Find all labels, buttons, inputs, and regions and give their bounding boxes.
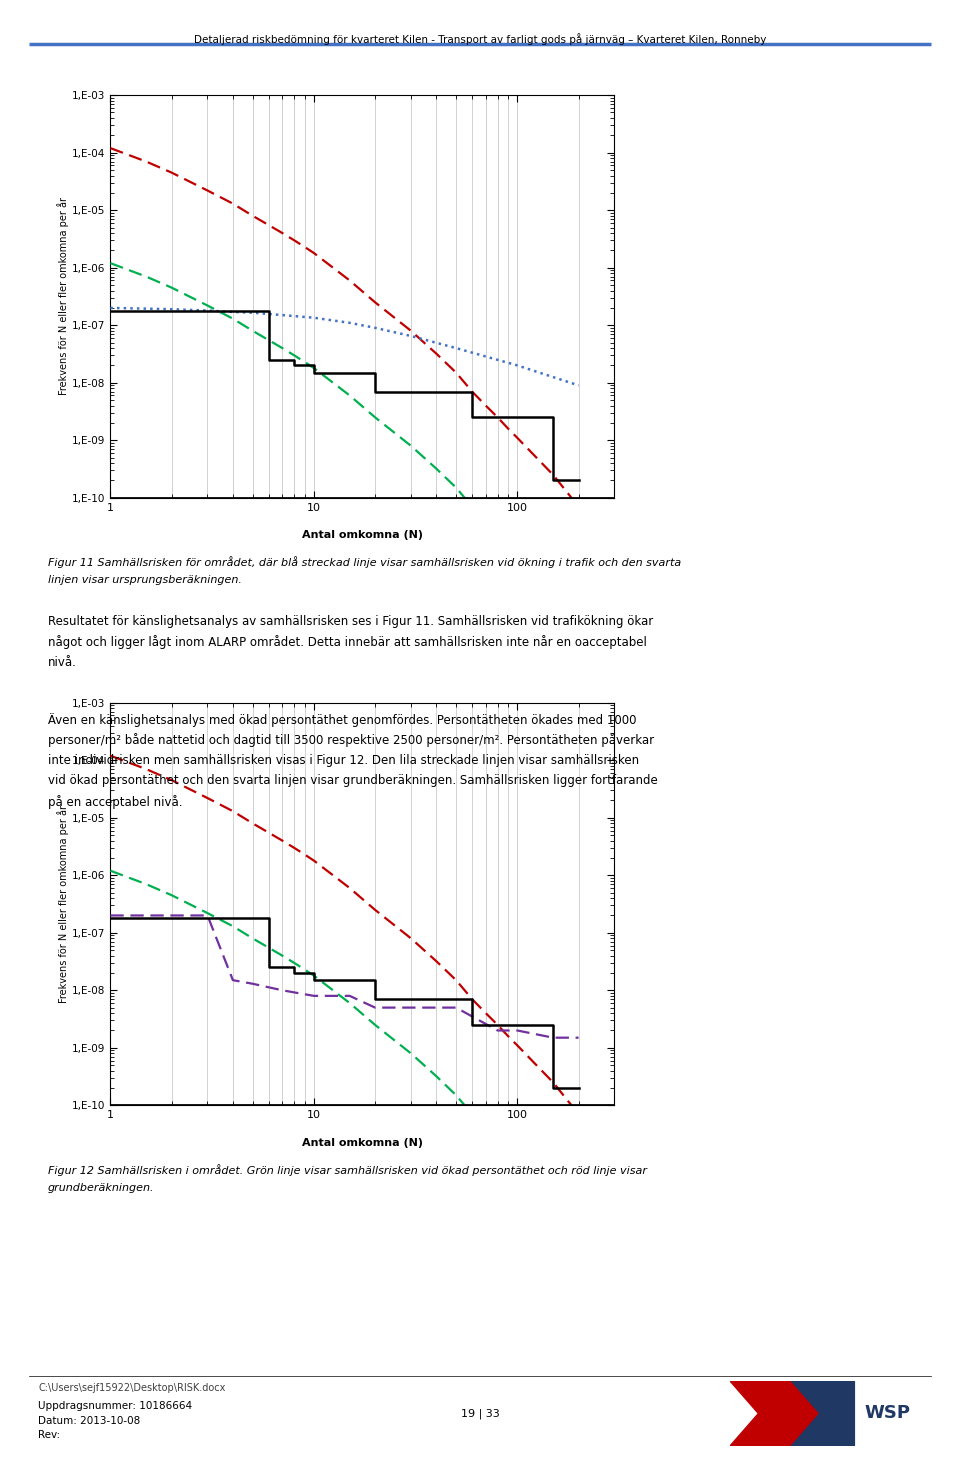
- Text: WSP: WSP: [864, 1404, 910, 1423]
- Text: nivå.: nivå.: [48, 656, 77, 669]
- Text: Figur 11 Samhällsrisken för området, där blå streckad linje visar samhällsrisken: Figur 11 Samhällsrisken för området, där…: [48, 556, 682, 568]
- Polygon shape: [730, 1381, 826, 1446]
- Text: något och ligger lågt inom ALARP området. Detta innebär att samhällsrisken inte : något och ligger lågt inom ALARP området…: [48, 635, 647, 650]
- Text: Antal omkomna (N): Antal omkomna (N): [301, 530, 423, 540]
- Text: Även en känslighetsanalys med ökad persontäthet genomfördes. Persontätheten ökad: Även en känslighetsanalys med ökad perso…: [48, 713, 636, 728]
- Text: Antal omkomna (N): Antal omkomna (N): [301, 1138, 423, 1148]
- Y-axis label: Frekvens för N eller fler omkomna per år: Frekvens för N eller fler omkomna per år: [58, 805, 69, 1003]
- Text: Detaljerad riskbedömning för kvarteret Kilen - Transport av farligt gods på järn: Detaljerad riskbedömning för kvarteret K…: [194, 34, 766, 45]
- Text: inte individrisken men samhällsrisken visas i Figur 12. Den lila streckade linje: inte individrisken men samhällsrisken vi…: [48, 754, 639, 767]
- Text: Rev:: Rev:: [38, 1430, 60, 1441]
- Text: C:\Users\sejf15922\Desktop\RISK.docx: C:\Users\sejf15922\Desktop\RISK.docx: [38, 1383, 226, 1394]
- Polygon shape: [791, 1381, 854, 1446]
- Text: Figur 12 Samhällsrisken i området. Grön linje visar samhällsrisken vid ökad pers: Figur 12 Samhällsrisken i området. Grön …: [48, 1164, 647, 1176]
- Text: Resultatet för känslighetsanalys av samhällsrisken ses i Figur 11. Samhällsriske: Resultatet för känslighetsanalys av samh…: [48, 615, 653, 628]
- Text: linjen visar ursprungsberäkningen.: linjen visar ursprungsberäkningen.: [48, 575, 242, 586]
- Text: på en acceptabel nivå.: på en acceptabel nivå.: [48, 795, 182, 810]
- Y-axis label: Frekvens för N eller fler omkomna per år: Frekvens för N eller fler omkomna per år: [58, 198, 69, 395]
- Text: 19 | 33: 19 | 33: [461, 1408, 499, 1419]
- Text: Datum: 2013-10-08: Datum: 2013-10-08: [38, 1416, 141, 1426]
- Text: grundberäkningen.: grundberäkningen.: [48, 1183, 155, 1193]
- Text: Uppdragsnummer: 10186664: Uppdragsnummer: 10186664: [38, 1401, 193, 1411]
- Text: vid ökad persontäthet och den svarta linjen visar grundberäkningen. Samhällsrisk: vid ökad persontäthet och den svarta lin…: [48, 774, 658, 788]
- Text: personer/m² både nattetid och dagtid till 3500 respektive 2500 personer/m². Pers: personer/m² både nattetid och dagtid til…: [48, 733, 654, 748]
